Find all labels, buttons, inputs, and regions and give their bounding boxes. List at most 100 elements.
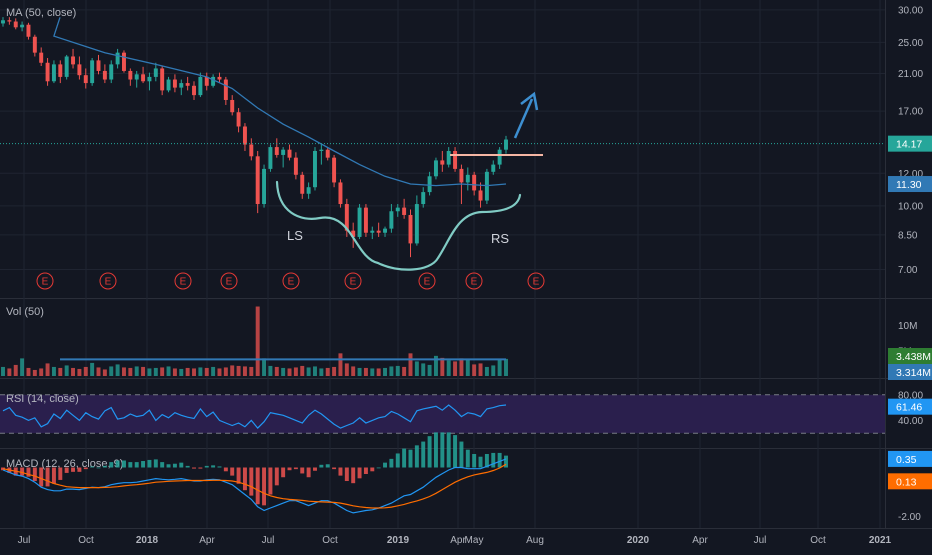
volume-bar xyxy=(504,358,508,376)
volume-bar xyxy=(217,368,222,376)
macd-histogram-bar xyxy=(242,467,247,491)
volume-bar xyxy=(179,368,184,376)
candle-body xyxy=(204,76,209,86)
time-axis-label: Oct xyxy=(78,535,94,546)
earnings-marker[interactable] xyxy=(344,272,362,290)
candle-body xyxy=(497,149,502,165)
candle-body xyxy=(102,70,107,80)
macd-histogram-bar xyxy=(465,449,470,468)
macd-histogram-bar xyxy=(497,452,502,468)
macd-histogram-bar xyxy=(51,467,56,484)
earnings-marker[interactable] xyxy=(465,272,483,290)
rsi-line xyxy=(2,404,507,429)
macd-histogram-bar xyxy=(102,465,107,468)
signal-last-badge: 0.13 xyxy=(896,476,917,488)
earnings-marker[interactable] xyxy=(174,272,192,290)
candle-body xyxy=(383,228,387,233)
macd-histogram-bar xyxy=(26,467,31,477)
volume-bar xyxy=(128,367,133,376)
macd-histogram-bar xyxy=(96,467,101,469)
macd-histogram-bar xyxy=(421,441,426,468)
candle-body xyxy=(160,68,165,91)
candle-body xyxy=(389,211,394,229)
current-price-badge: 14.17 xyxy=(896,139,922,151)
candle-body xyxy=(115,52,120,65)
candle-body xyxy=(134,74,139,80)
price-tick-label: 7.00 xyxy=(898,265,918,276)
macd-histogram-bar xyxy=(300,467,305,474)
candle-body xyxy=(465,174,470,183)
earnings-marker[interactable] xyxy=(36,272,54,290)
volume-bar xyxy=(313,366,317,376)
volume-bar xyxy=(478,363,483,376)
time-axis-label: Apr xyxy=(199,535,215,546)
candle-body xyxy=(153,68,158,77)
volume-bar xyxy=(71,367,76,376)
macd-histogram-bar xyxy=(306,467,311,478)
volume-bar xyxy=(293,367,298,376)
candle-body xyxy=(313,150,317,188)
candle-body xyxy=(45,62,50,82)
volume-bar xyxy=(90,362,95,376)
breakout-arrow-head xyxy=(520,91,539,111)
macd-histogram-bar xyxy=(427,436,432,468)
macd-histogram-bar xyxy=(325,464,330,468)
volume-bar xyxy=(402,366,407,376)
macd-histogram-bar xyxy=(472,454,477,468)
macd-histogram-bar xyxy=(39,467,44,487)
volume-bar xyxy=(338,353,343,376)
signal-last-badge-bg xyxy=(888,473,932,490)
earnings-marker[interactable] xyxy=(418,272,436,290)
candle-body xyxy=(459,168,464,183)
volume-bar xyxy=(363,367,368,376)
candle-body xyxy=(427,176,432,193)
volume-bar xyxy=(421,363,426,376)
macd-histogram-bar xyxy=(262,467,267,506)
volume-bar xyxy=(236,365,241,376)
candle-body xyxy=(281,149,286,155)
candle-body xyxy=(300,174,305,194)
macd-histogram-bar xyxy=(153,459,158,468)
macd-histogram-bar xyxy=(211,465,216,468)
macd-histogram-bar xyxy=(319,464,324,468)
candle-body xyxy=(77,64,82,76)
volume-bar xyxy=(262,358,267,376)
earnings-marker-label: E xyxy=(180,277,187,288)
candle-body xyxy=(13,21,18,28)
volume-bar xyxy=(166,366,171,376)
earnings-marker[interactable] xyxy=(220,272,238,290)
volume-bar xyxy=(287,368,292,376)
time-axis-label: Oct xyxy=(810,535,826,546)
earnings-marker[interactable] xyxy=(527,272,545,290)
price-tick-label: 10.00 xyxy=(898,201,923,212)
time-axis-label: Oct xyxy=(322,535,338,546)
macd-histogram-bar xyxy=(192,467,196,469)
earnings-marker[interactable] xyxy=(282,272,300,290)
ma-value-badge-bg xyxy=(888,176,932,193)
candle-body xyxy=(1,20,5,24)
candle-body xyxy=(344,204,349,231)
candle-body xyxy=(402,207,407,215)
macd-histogram-bar xyxy=(90,466,95,468)
macd-histogram-bar xyxy=(77,467,82,472)
volume-bar xyxy=(427,364,432,376)
breakout-arrow-shaft xyxy=(513,98,534,139)
macd-histogram-bar xyxy=(478,456,483,468)
macd-histogram-bar xyxy=(64,467,69,473)
earnings-marker[interactable] xyxy=(99,272,117,290)
time-axis-label: Apr xyxy=(692,535,708,546)
macd-histogram-bar xyxy=(160,462,165,468)
macd-histogram-bar xyxy=(338,467,343,476)
candle-body xyxy=(274,147,279,155)
time-axis-label: Jul xyxy=(18,535,31,546)
time-axis-label: Jul xyxy=(262,535,275,546)
candle-body xyxy=(90,60,95,84)
candle-body xyxy=(491,164,496,172)
candle-body xyxy=(179,83,184,88)
volume-bar xyxy=(357,367,362,376)
candle-body xyxy=(478,190,483,201)
candle-body xyxy=(408,214,413,244)
earnings-marker-label: E xyxy=(350,277,357,288)
volume-bar xyxy=(383,367,387,376)
